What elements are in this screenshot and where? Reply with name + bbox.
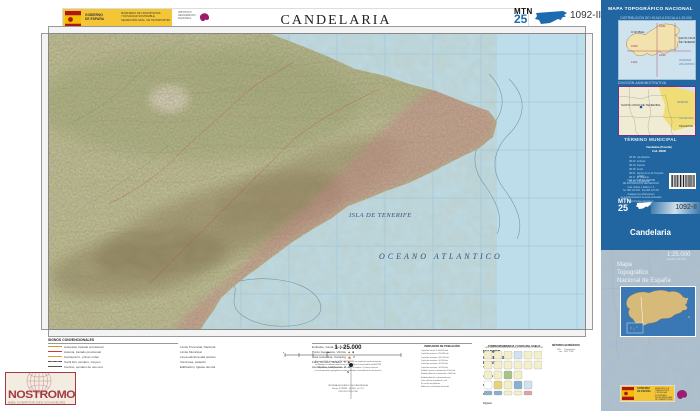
svg-text:1091: 1091: [659, 24, 666, 28]
svg-text:1090: 1090: [631, 44, 638, 48]
svg-text:1km: 1km: [326, 352, 330, 354]
svg-text:N: N: [347, 370, 349, 374]
svg-text:WEB-COMPTOIR DES VOYAGEURS: WEB-COMPTOIR DES VOYAGEURS: [8, 401, 65, 405]
svg-text:ATLÁNTICO: ATLÁNTICO: [678, 116, 693, 120]
svg-text:NOSTROMO: NOSTROMO: [8, 389, 76, 401]
svg-text:OCEANO ATLANTICO: OCEANO ATLANTICO: [379, 252, 503, 261]
svg-text:DE TENERIFE: DE TENERIFE: [679, 40, 695, 44]
svg-text:TEGUESTE: TEGUESTE: [679, 124, 693, 128]
svg-text:SANTA CRUZ DE TENERIFE: SANTA CRUZ DE TENERIFE: [621, 103, 660, 107]
svg-text:1092: 1092: [659, 53, 666, 57]
svg-text:1104: 1104: [631, 60, 638, 64]
svg-text:ATLÁNTICO: ATLÁNTICO: [678, 62, 695, 66]
svg-text:SANTA CRUZ: SANTA CRUZ: [679, 36, 695, 40]
svg-text:O ROBLE: O ROBLE: [631, 30, 644, 34]
svg-text:0: 0: [283, 352, 285, 354]
svg-text:ISLA DE TENERIFE: ISLA DE TENERIFE: [348, 212, 412, 219]
